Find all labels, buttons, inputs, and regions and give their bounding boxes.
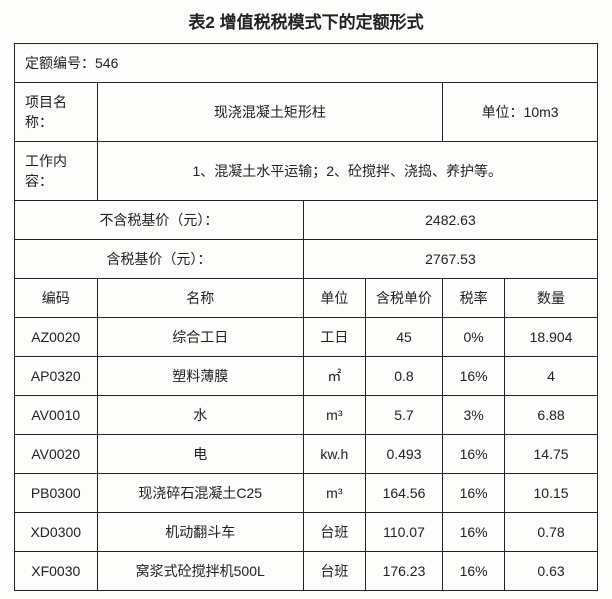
header-rate: 税率 xyxy=(443,279,505,318)
table-row: AP0320塑料薄膜㎡0.816%4 xyxy=(15,357,598,396)
header-name: 名称 xyxy=(97,279,303,318)
cell-unit: ㎡ xyxy=(303,357,365,396)
header-row: 编码 名称 单位 含税单价 税率 数量 xyxy=(15,279,598,318)
header-unit: 单位 xyxy=(303,279,365,318)
cell-rate: 16% xyxy=(443,435,505,474)
cell-rate: 0% xyxy=(443,318,505,357)
cell-name: 机动翻斗车 xyxy=(97,513,303,552)
cell-qty: 0.78 xyxy=(505,513,598,552)
work-row: 工作内容： 1、混凝土水平运输；2、砼搅拌、浇捣、养护等。 xyxy=(15,142,598,201)
table-row: AZ0020综合工日工日450%18.904 xyxy=(15,318,598,357)
cell-price: 110.07 xyxy=(365,513,442,552)
project-row: 项目名称： 现浇混凝土矩形柱 单位：10m3 xyxy=(15,83,598,142)
cell-name: 窝浆式砼搅拌机500L xyxy=(97,552,303,591)
cell-unit: 工日 xyxy=(303,318,365,357)
code-row: 定额编号：546 xyxy=(15,44,598,83)
cell-rate: 16% xyxy=(443,474,505,513)
cell-qty: 4 xyxy=(505,357,598,396)
cell-code: XD0300 xyxy=(15,513,98,552)
cell-qty: 10.15 xyxy=(505,474,598,513)
project-name: 现浇混凝土矩形柱 xyxy=(97,83,443,142)
cell-name: 塑料薄膜 xyxy=(97,357,303,396)
cell-code: AV0020 xyxy=(15,435,98,474)
cell-code: AZ0020 xyxy=(15,318,98,357)
cell-name: 电 xyxy=(97,435,303,474)
cell-price: 0.8 xyxy=(365,357,442,396)
cell-name: 综合工日 xyxy=(97,318,303,357)
cell-name: 水 xyxy=(97,396,303,435)
unit-label: 单位：10m3 xyxy=(443,83,598,142)
cell-price: 45 xyxy=(365,318,442,357)
header-price: 含税单价 xyxy=(365,279,442,318)
table-title: 表2 增值税税模式下的定额形式 xyxy=(14,8,598,33)
cell-code: AP0320 xyxy=(15,357,98,396)
table-row: XF0030窝浆式砼搅拌机500L台班176.2316%0.63 xyxy=(15,552,598,591)
cell-unit: m³ xyxy=(303,474,365,513)
cell-unit: m³ xyxy=(303,396,365,435)
cell-qty: 6.88 xyxy=(505,396,598,435)
cell-price: 176.23 xyxy=(365,552,442,591)
cell-price: 164.56 xyxy=(365,474,442,513)
tax-label: 含税基价（元）： xyxy=(15,240,304,279)
cell-unit: kw.h xyxy=(303,435,365,474)
code-cell: 定额编号：546 xyxy=(15,44,598,83)
cell-code: XF0030 xyxy=(15,552,98,591)
cell-rate: 16% xyxy=(443,357,505,396)
header-qty: 数量 xyxy=(505,279,598,318)
table-row: PB0300现浇碎石混凝土C25m³164.5616%10.15 xyxy=(15,474,598,513)
quota-table: 定额编号：546 项目名称： 现浇混凝土矩形柱 单位：10m3 工作内容： 1、… xyxy=(14,43,598,591)
cell-code: PB0300 xyxy=(15,474,98,513)
cell-name: 现浇碎石混凝土C25 xyxy=(97,474,303,513)
header-code: 编码 xyxy=(15,279,98,318)
project-label: 项目名称： xyxy=(15,83,98,142)
table-row: XD0300机动翻斗车台班110.0716%0.78 xyxy=(15,513,598,552)
cell-price: 0.493 xyxy=(365,435,442,474)
table-row: AV0020电kw.h0.49316%14.75 xyxy=(15,435,598,474)
cell-qty: 18.904 xyxy=(505,318,598,357)
table-row: AV0010水m³5.73%6.88 xyxy=(15,396,598,435)
cell-qty: 14.75 xyxy=(505,435,598,474)
cell-code: AV0010 xyxy=(15,396,98,435)
cell-unit: 台班 xyxy=(303,513,365,552)
cell-rate: 3% xyxy=(443,396,505,435)
cell-unit: 台班 xyxy=(303,552,365,591)
tax-value: 2767.53 xyxy=(303,240,597,279)
cell-rate: 16% xyxy=(443,552,505,591)
notax-value: 2482.63 xyxy=(303,201,597,240)
work-content: 1、混凝土水平运输；2、砼搅拌、浇捣、养护等。 xyxy=(97,142,597,201)
notax-label: 不含税基价（元）： xyxy=(15,201,304,240)
work-label: 工作内容： xyxy=(15,142,98,201)
tax-row: 含税基价（元）： 2767.53 xyxy=(15,240,598,279)
cell-price: 5.7 xyxy=(365,396,442,435)
cell-qty: 0.63 xyxy=(505,552,598,591)
cell-rate: 16% xyxy=(443,513,505,552)
notax-row: 不含税基价（元）： 2482.63 xyxy=(15,201,598,240)
